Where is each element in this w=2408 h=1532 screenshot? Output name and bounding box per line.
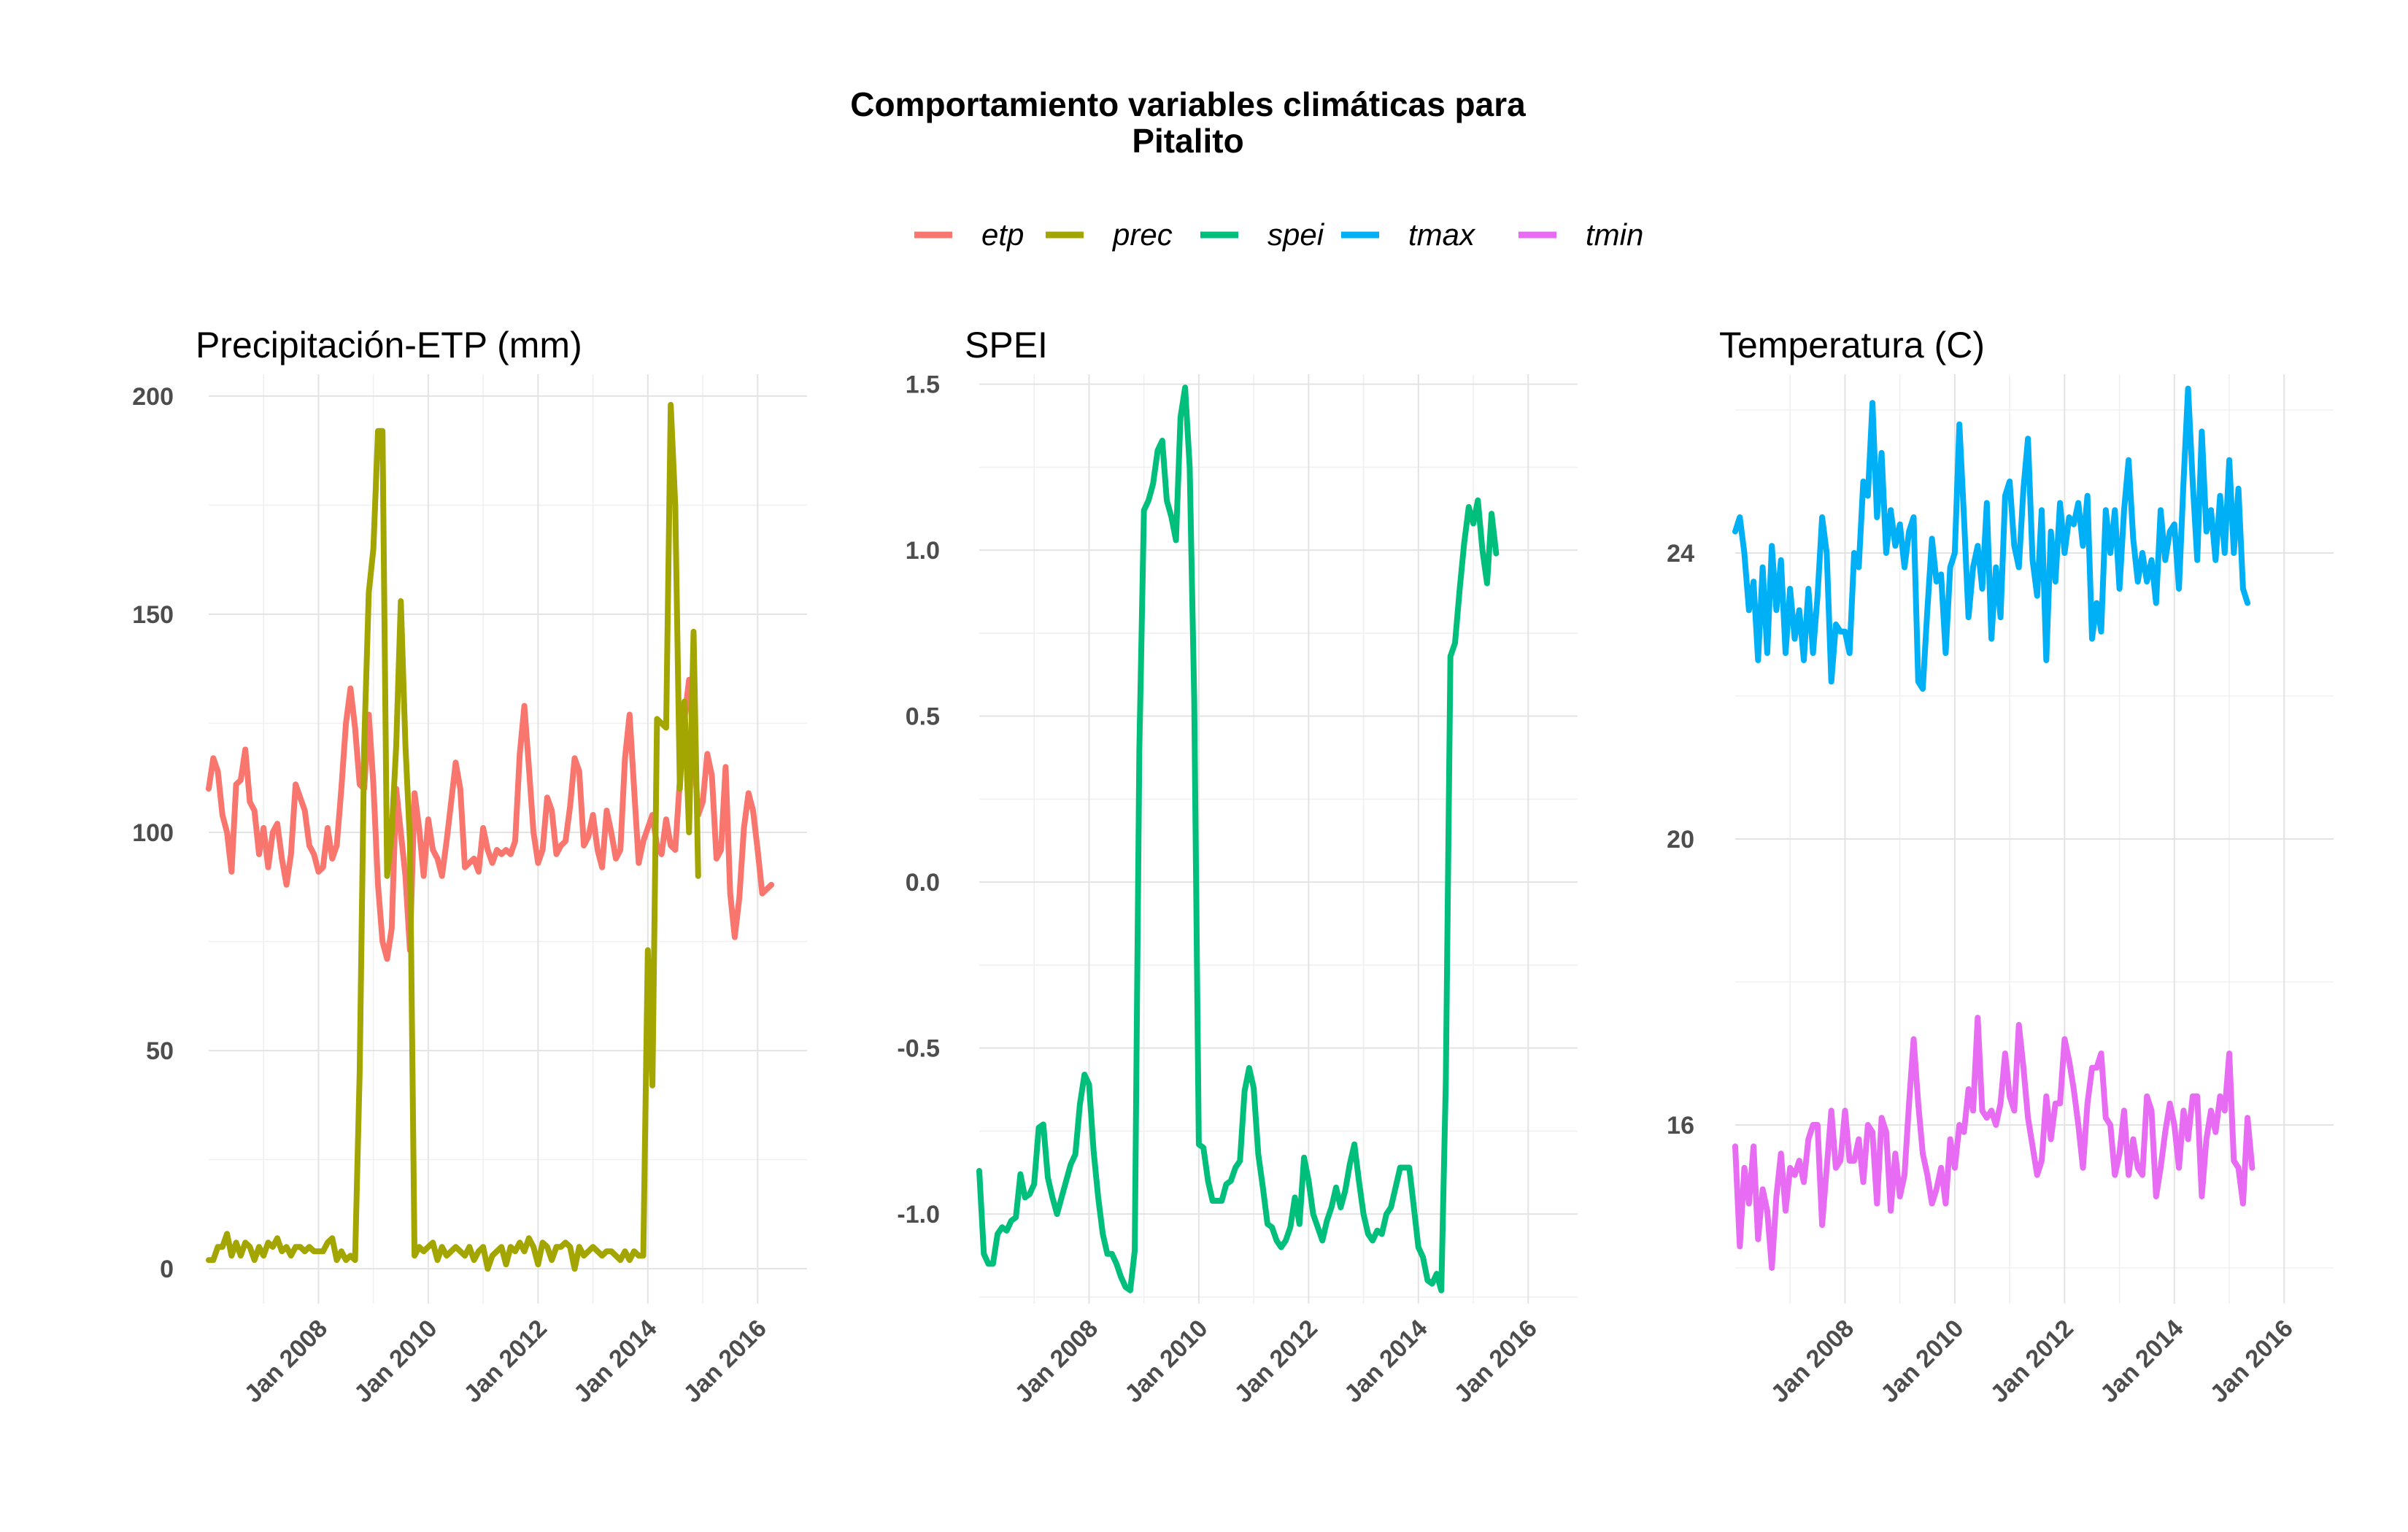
figure-title-line2: Pitalito <box>1132 122 1243 160</box>
y-tick-label: -1.0 <box>897 1201 940 1229</box>
y-tick-label: 1.0 <box>906 537 940 565</box>
figure-title: Comportamiento variables climáticas para… <box>850 85 1526 160</box>
legend-label-tmax: tmax <box>1408 217 1476 252</box>
series-line-tmin <box>1732 1015 2255 1271</box>
series-line-prec <box>206 401 701 1272</box>
legend-label-tmin: tmin <box>1586 217 1643 252</box>
series-line-tmax <box>1732 385 2251 692</box>
y-tick-label: 50 <box>146 1037 174 1065</box>
legend-label-etp: etp <box>981 217 1024 252</box>
y-tick-label: -0.5 <box>897 1035 940 1063</box>
panel-title: Temperatura (C) <box>1719 325 1985 365</box>
legend-label-spei: spei <box>1267 217 1325 252</box>
figure-title-line1: Comportamiento variables climáticas para <box>850 85 1526 123</box>
legend-item-tmin: tmin <box>1518 217 1643 252</box>
y-tick-label: 0 <box>160 1256 174 1283</box>
y-tick-label: 0.0 <box>906 869 940 897</box>
legend-item-etp: etp <box>914 217 1024 252</box>
y-tick-label: 0.5 <box>906 703 940 731</box>
y-tick-label: 100 <box>132 819 174 847</box>
legend-item-spei: spei <box>1200 217 1325 252</box>
legend: etp prec spei tmax tmin <box>914 217 1643 252</box>
y-tick-label: 200 <box>132 383 174 411</box>
y-tick-label: 1.5 <box>906 371 940 399</box>
panel-title: SPEI <box>965 325 1048 365</box>
y-tick-label: 20 <box>1667 826 1694 854</box>
panel-title: Precipitación-ETP (mm) <box>196 325 582 365</box>
y-tick-label: 150 <box>132 601 174 629</box>
gridlines <box>1735 374 2334 1304</box>
y-tick-label: 16 <box>1667 1112 1694 1140</box>
series-line-etp <box>206 676 775 962</box>
legend-item-prec: prec <box>1046 217 1173 252</box>
series-line-spei <box>976 384 1500 1293</box>
legend-item-tmax: tmax <box>1341 217 1476 252</box>
y-tick-label: 24 <box>1667 540 1694 568</box>
legend-label-prec: prec <box>1111 217 1173 252</box>
